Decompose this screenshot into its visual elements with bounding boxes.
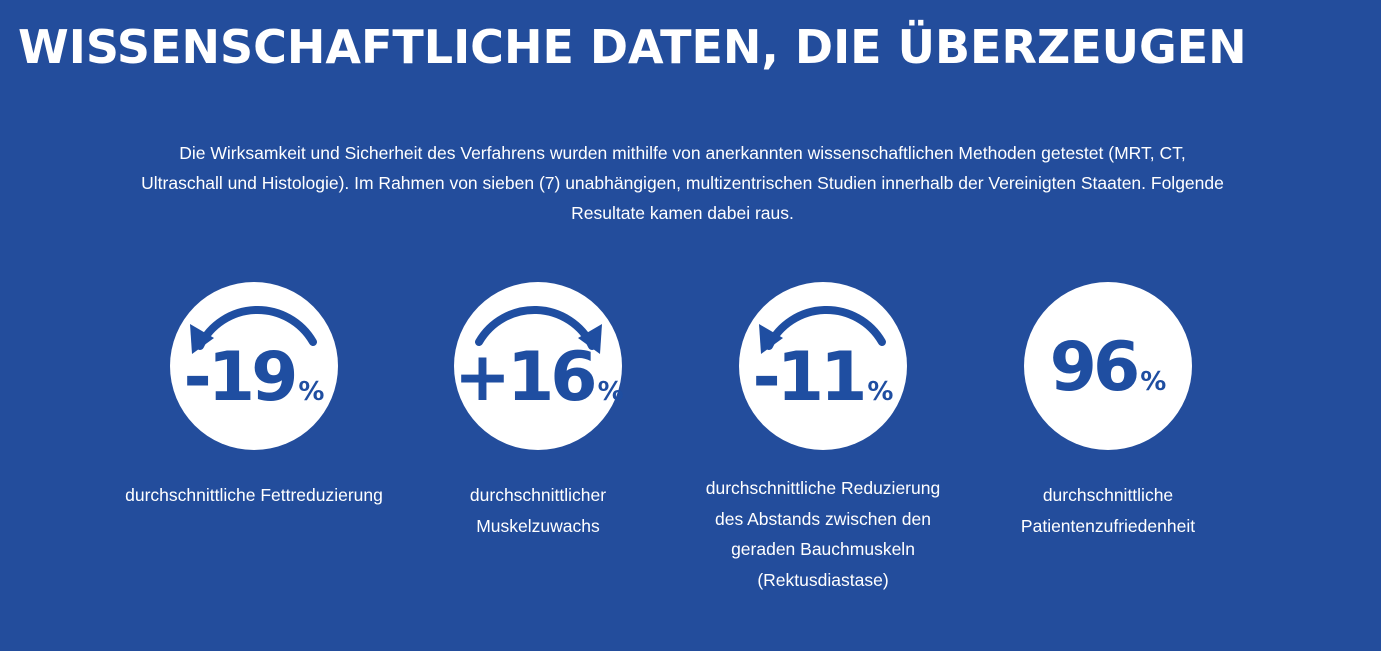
stat-caption: durchschnittlicher Muskelzuwachs [469,485,607,536]
stat-unit: % [867,377,894,407]
stat-value: +16% [454,344,624,412]
intro-text: Die Wirksamkeit und Sicherheit des Verfa… [141,143,1224,223]
stat-value: 96% [1024,334,1192,402]
stat-circle: +16% [454,282,624,450]
stat-number: -19 [183,338,299,417]
stat-caption: durchschnittliche Fettreduzierung [125,485,383,505]
arrow-clockwise-icon [475,305,602,354]
stat-unit: % [1140,367,1167,397]
arrow-counterclockwise-icon [190,305,317,354]
arrow-counterclockwise-icon [759,305,886,354]
stat-unit: % [597,377,624,407]
stat-number: 96 [1049,328,1141,407]
stat-caption: durchschnittliche Patientenzufriedenheit [1020,485,1196,536]
stat-caption: durchschnittliche Reduzierung des Abstan… [705,478,941,590]
stat-value: -11% [739,344,907,412]
stat-circle: -11% [739,282,907,450]
stat-value: -19% [170,344,338,412]
stat-unit: % [298,377,325,407]
stat-number: -11 [752,338,868,417]
stat-circle: -19% [170,282,338,450]
stat-number: +16 [454,338,598,417]
page-title: WISSENSCHAFTLICHE DATEN, DIE ÜBERZEUGEN [18,20,1247,74]
stat-circle: 96% [1024,282,1192,450]
